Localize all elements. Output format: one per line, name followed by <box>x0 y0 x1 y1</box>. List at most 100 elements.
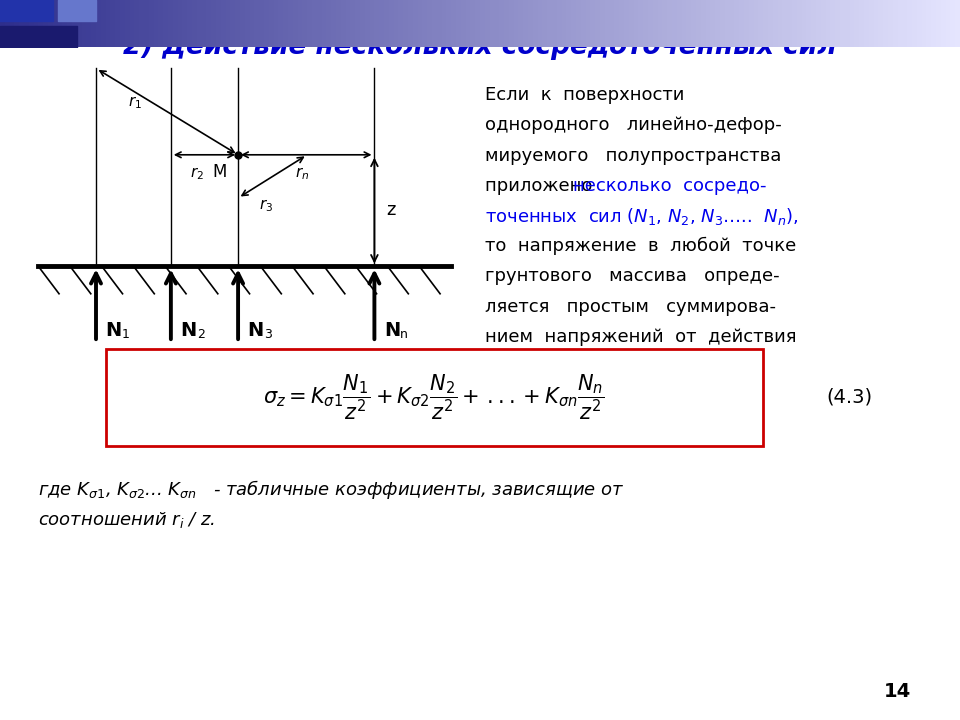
Bar <box>754 0 758 47</box>
Text: приложено: приложено <box>485 177 598 195</box>
Text: $r_2$: $r_2$ <box>190 166 204 182</box>
Bar <box>763 0 768 47</box>
Bar <box>629 0 634 47</box>
Text: мируемого   полупространства: мируемого полупространства <box>485 147 781 165</box>
Bar <box>490 0 494 47</box>
Bar <box>552 0 557 47</box>
Bar <box>398 0 403 47</box>
Bar <box>101 0 106 47</box>
Bar <box>936 0 941 47</box>
Text: где $K_{\sigma 1}$, $K_{\sigma 2}$... $K_{\sigma n}$   - табличные коэффициенты,: где $K_{\sigma 1}$, $K_{\sigma 2}$... $K… <box>38 478 625 501</box>
Bar <box>298 0 302 47</box>
Bar <box>571 0 576 47</box>
Bar <box>941 0 946 47</box>
Text: $r_3$: $r_3$ <box>259 197 274 214</box>
Bar <box>470 0 475 47</box>
Bar <box>307 0 312 47</box>
Text: соотношений $r_i$ / z.: соотношений $r_i$ / z. <box>38 510 216 530</box>
Bar <box>773 0 778 47</box>
Text: $\sigma_z = K_{\sigma 1}\dfrac{N_1}{z^2} + K_{\sigma 2}\dfrac{N_2}{z^2} + \,... : $\sigma_z = K_{\sigma 1}\dfrac{N_1}{z^2}… <box>263 372 605 423</box>
Bar <box>922 0 926 47</box>
Bar <box>528 0 533 47</box>
Bar <box>115 0 120 47</box>
Bar <box>869 0 874 47</box>
Bar <box>595 0 600 47</box>
Bar <box>384 0 389 47</box>
Bar <box>758 0 763 47</box>
Bar <box>163 0 168 47</box>
Bar <box>792 0 797 47</box>
Bar <box>0 0 5 47</box>
Text: точенных  сил ($N_1$, $N_2$, $N_3$…..  $N_n$),: точенных сил ($N_1$, $N_2$, $N_3$….. $N_… <box>485 205 799 227</box>
Bar <box>864 0 869 47</box>
Bar <box>557 0 562 47</box>
Bar <box>154 0 158 47</box>
Bar <box>610 0 614 47</box>
Text: z: z <box>386 202 396 220</box>
Text: $r_1$: $r_1$ <box>128 94 142 111</box>
Bar <box>653 0 658 47</box>
Bar <box>106 0 110 47</box>
Bar <box>835 0 840 47</box>
Bar <box>341 0 346 47</box>
Bar <box>821 0 826 47</box>
Bar <box>902 0 907 47</box>
Text: n: n <box>400 328 408 341</box>
Bar <box>677 0 682 47</box>
Bar <box>696 0 701 47</box>
Bar <box>302 0 307 47</box>
Bar <box>845 0 850 47</box>
Bar <box>720 0 725 47</box>
Bar <box>14 0 19 47</box>
Bar <box>48 0 53 47</box>
Bar <box>854 0 859 47</box>
Bar <box>96 0 101 47</box>
Bar <box>566 0 571 47</box>
Bar <box>600 0 605 47</box>
Bar <box>514 0 518 47</box>
Bar <box>461 0 466 47</box>
Bar <box>802 0 806 47</box>
Bar <box>749 0 754 47</box>
Bar <box>730 0 734 47</box>
Bar <box>130 0 134 47</box>
Bar <box>67 0 72 47</box>
Bar <box>10 0 14 47</box>
Bar <box>19 0 24 47</box>
Bar <box>202 0 206 47</box>
Text: несколько  сосредо-: несколько сосредо- <box>573 177 767 195</box>
Bar <box>221 0 226 47</box>
Text: однородного   линейно-дефор-: однородного линейно-дефор- <box>485 117 781 135</box>
Bar <box>475 0 480 47</box>
Bar <box>120 0 125 47</box>
Bar <box>816 0 821 47</box>
Bar <box>110 0 115 47</box>
Bar <box>850 0 854 47</box>
Bar <box>53 0 58 47</box>
Text: 3: 3 <box>264 328 272 341</box>
Bar <box>778 0 782 47</box>
Bar <box>893 0 898 47</box>
Bar <box>883 0 888 47</box>
Bar <box>168 0 173 47</box>
Bar <box>226 0 230 47</box>
Text: то  напряжение  в  любой  точке: то напряжение в любой точке <box>485 237 796 256</box>
Bar <box>888 0 893 47</box>
Bar <box>691 0 696 47</box>
Text: 2) Действие нескольких сосредоточенных сил: 2) Действие нескольких сосредоточенных с… <box>123 34 837 60</box>
Text: Если  к  поверхности: Если к поверхности <box>485 86 684 104</box>
Bar <box>187 0 192 47</box>
Bar <box>317 0 322 47</box>
Bar <box>562 0 566 47</box>
Text: 14: 14 <box>884 682 911 701</box>
Bar <box>82 0 86 47</box>
Bar <box>456 0 461 47</box>
Bar <box>336 0 341 47</box>
Bar <box>34 0 38 47</box>
Bar <box>278 0 283 47</box>
Bar <box>245 0 250 47</box>
Bar <box>710 0 715 47</box>
Bar <box>614 0 619 47</box>
Bar <box>144 0 149 47</box>
Bar <box>504 0 509 47</box>
